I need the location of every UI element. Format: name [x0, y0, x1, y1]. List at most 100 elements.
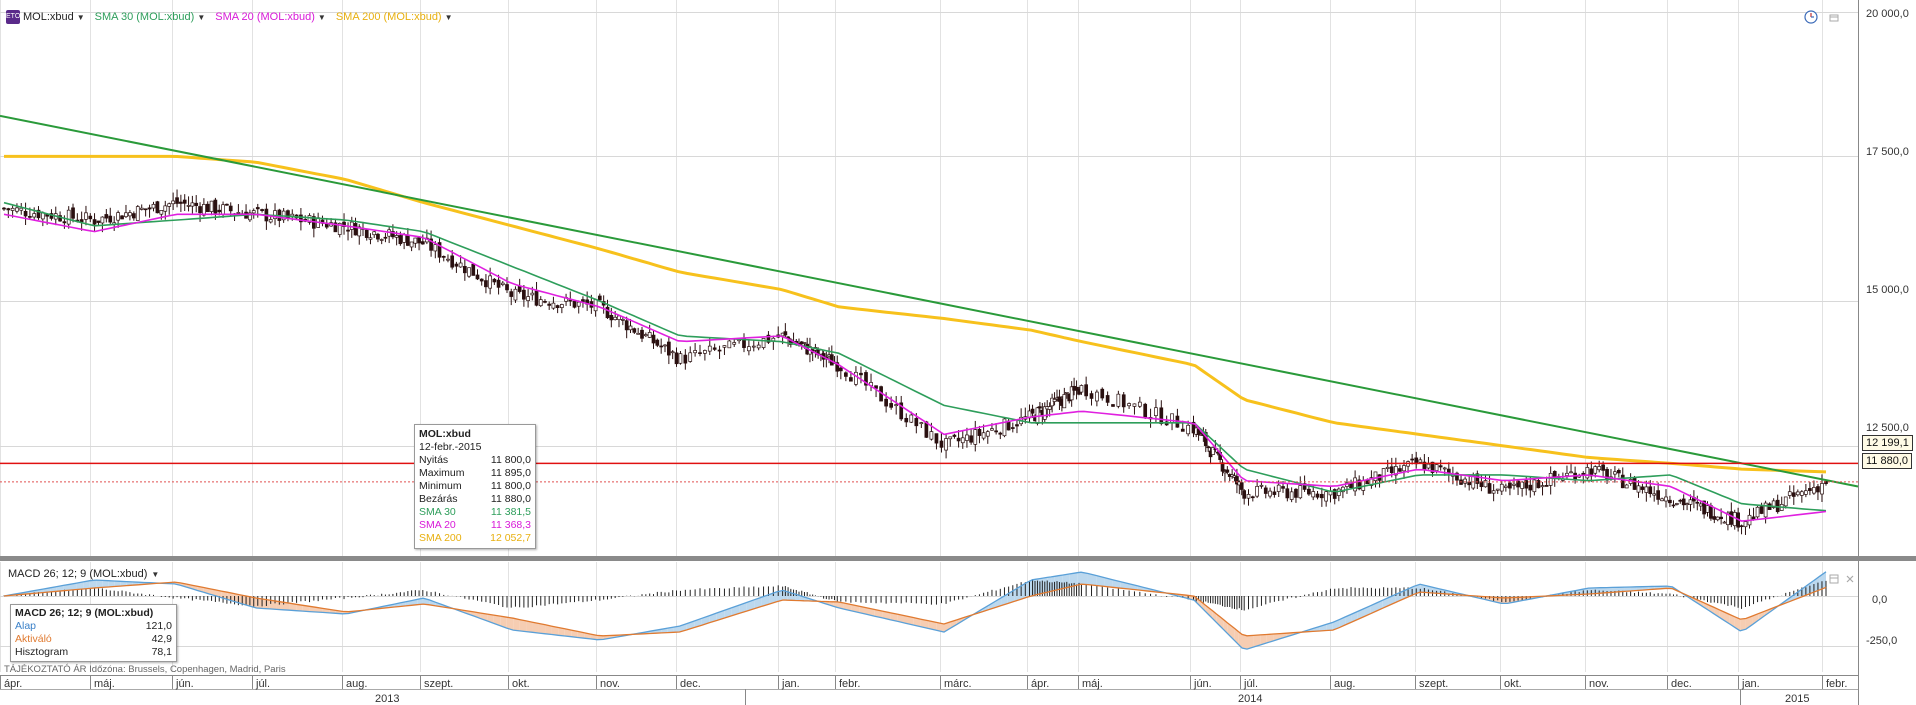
- clock-icon[interactable]: [1804, 10, 1818, 24]
- candle-body: [1246, 494, 1251, 499]
- x-tick-label: dec.: [1671, 678, 1692, 690]
- macd-fill: [1413, 584, 1421, 595]
- candle-body: [236, 212, 241, 214]
- candle-body: [333, 222, 338, 233]
- candle-body: [462, 266, 467, 274]
- macd-legend[interactable]: MACD 26; 12; 9 (MOL:xbud) ▼: [8, 568, 159, 580]
- candle-body: [538, 299, 543, 307]
- x-year-label: 2014: [1238, 693, 1263, 705]
- candle-body: [1418, 459, 1423, 463]
- candle-body: [307, 215, 312, 223]
- x-tick-label: jan.: [1742, 678, 1760, 690]
- candle-body: [965, 434, 969, 441]
- candle-body: [1483, 480, 1488, 488]
- macd-fill: [1612, 587, 1619, 593]
- candle-body: [255, 207, 260, 210]
- x-tick-label: ápr.: [4, 678, 23, 690]
- candle-body: [71, 207, 75, 219]
- x-tick-label: okt.: [1504, 678, 1522, 690]
- candle-body: [135, 206, 140, 221]
- candle-body: [1475, 473, 1480, 484]
- candle-body: [1132, 403, 1137, 407]
- candle-body: [1759, 506, 1764, 514]
- y-tick-label: 15 000,0: [1866, 284, 1909, 296]
- candle-body: [632, 328, 637, 333]
- macd-fill: [1819, 571, 1826, 590]
- x-tick-label: nov.: [600, 678, 620, 690]
- candle-body: [79, 219, 84, 223]
- candle-body: [221, 204, 225, 215]
- candle-body: [458, 262, 463, 268]
- candle-body: [1307, 488, 1311, 495]
- minimize-icon[interactable]: [1827, 10, 1841, 24]
- panel-settings-icon[interactable]: [1827, 572, 1841, 586]
- candle-body: [969, 435, 973, 443]
- candle-body: [1751, 516, 1756, 520]
- candle-body: [636, 332, 641, 335]
- candle-body: [1294, 488, 1298, 498]
- candle-body: [998, 432, 1003, 435]
- candle-body: [1678, 499, 1683, 502]
- candle-body: [1239, 482, 1244, 490]
- legend-bar: ETO MOL:xbud ▼ SMA 30 (MOL:xbud) ▼ SMA 2…: [6, 9, 453, 25]
- candle-body: [420, 241, 425, 245]
- candle-body: [1675, 503, 1679, 505]
- candle-body: [985, 431, 990, 437]
- legend-sma200-label: SMA 200 (MOL:xbud): [335, 11, 442, 23]
- macd-fill: [114, 580, 121, 587]
- current-price-tag: 11 880,0: [1862, 453, 1913, 469]
- candle-body: [894, 404, 899, 407]
- macd-fill: [673, 626, 680, 633]
- candle-body: [1516, 480, 1520, 488]
- candle-body: [756, 344, 761, 349]
- candle-body: [108, 215, 113, 223]
- candle-body: [268, 219, 273, 223]
- legend-sma20[interactable]: SMA 20 (MOL:xbud) ▼: [215, 11, 326, 23]
- candle-body: [1069, 386, 1074, 401]
- candle-body: [1799, 491, 1804, 496]
- macd-fill: [920, 619, 929, 629]
- candle-body: [727, 340, 732, 349]
- macd-fill: [1039, 578, 1044, 594]
- candle-body: [1434, 464, 1439, 471]
- candle-body: [576, 301, 581, 307]
- candle-body: [346, 229, 350, 232]
- candle-body: [1381, 468, 1386, 482]
- macd-fill: [1104, 577, 1113, 588]
- candle-body: [100, 216, 105, 224]
- close-icon[interactable]: [1843, 572, 1857, 586]
- candle-body: [717, 349, 722, 352]
- candle-body: [1739, 525, 1744, 528]
- macd-tooltip-row: Aktiváló 42,9: [15, 633, 172, 645]
- legend-symbol[interactable]: ETO MOL:xbud ▼: [6, 10, 85, 24]
- candle-body: [248, 212, 252, 221]
- legend-sma30[interactable]: SMA 30 (MOL:xbud) ▼: [95, 11, 206, 23]
- macd-fill: [944, 621, 951, 632]
- x-tick-label: júl.: [256, 678, 271, 690]
- candle-body: [128, 212, 132, 217]
- macd-fill: [70, 583, 77, 591]
- macd-fill: [1698, 600, 1704, 608]
- candle-body: [651, 334, 656, 344]
- candle-body: [1324, 491, 1329, 502]
- chevron-down-icon: ▼: [151, 569, 160, 579]
- macd-fill: [309, 606, 316, 612]
- candle-body: [994, 430, 998, 433]
- candle-body: [1504, 485, 1508, 488]
- tooltip-row: SMA 20 11 368,3: [419, 519, 531, 531]
- candle-body: [747, 346, 751, 352]
- macd-fill: [551, 626, 559, 636]
- candle-body: [1605, 468, 1609, 481]
- candle-body: [1532, 479, 1537, 493]
- legend-sma200[interactable]: SMA 200 (MOL:xbud) ▼: [336, 11, 453, 23]
- candle-body: [1180, 428, 1185, 432]
- macd-fill: [1234, 628, 1239, 645]
- candle-body: [854, 371, 858, 385]
- candle-body: [977, 428, 982, 436]
- macd-fill: [1740, 618, 1746, 631]
- candle-body: [914, 418, 919, 427]
- candle-body: [488, 275, 492, 289]
- candle-body: [956, 437, 961, 442]
- macd-fill: [791, 593, 796, 601]
